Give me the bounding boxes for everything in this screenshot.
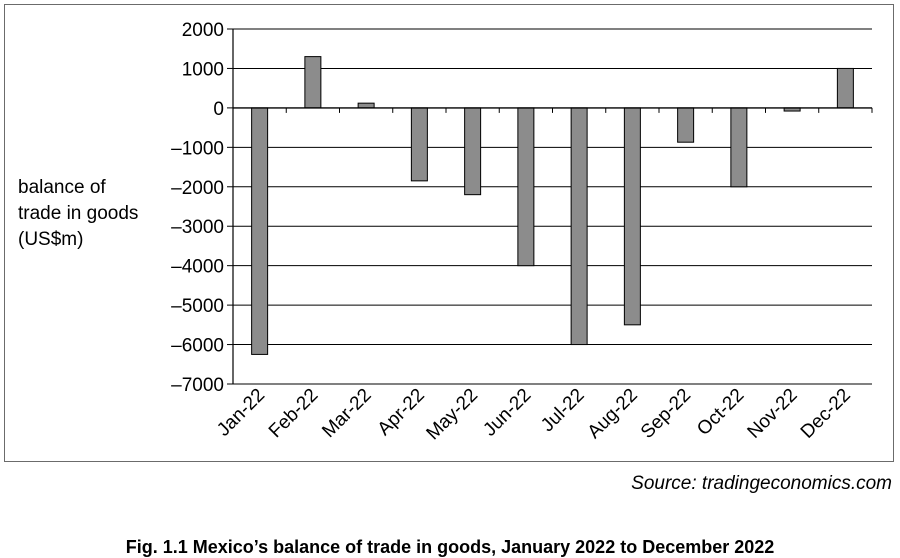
source-note: Source: tradingeconomics.com [631,473,892,494]
y-tick-label: –6000 [171,336,224,357]
y-tick-label: 1000 [182,59,224,80]
bar [410,107,428,182]
bar [357,102,375,109]
axes [227,28,873,385]
bar [730,107,748,188]
x-tick-label: Oct-22 [693,385,748,440]
bar [623,107,641,326]
bar [304,56,322,109]
x-tick-label: Sep-22 [637,385,695,443]
bar [464,107,482,196]
y-axis-label-line: trade in goods [18,203,139,224]
bar [251,107,269,355]
y-tick-label: –7000 [171,375,224,396]
bar [517,107,535,267]
bar [570,107,588,346]
gridlines [233,28,872,385]
bar [836,67,854,109]
y-tick-label: 0 [213,99,224,120]
x-tick-label: May-22 [423,385,483,445]
y-tick-label: –2000 [171,178,224,199]
y-tick-label: 2000 [182,20,224,41]
y-tick-label: –1000 [171,138,224,159]
x-tick-label: Dec-22 [797,385,855,443]
y-axis-label-line: (US$m) [18,229,84,250]
x-tick-label: Jul-22 [537,385,588,436]
y-axis-label-line: balance of [18,177,106,198]
y-axis-label: balance of trade in goods (US$m) [18,175,138,253]
bar [677,107,695,143]
bar-chart: 2000 1000 0 –1000 –2000 –3000 –4000 –5000 –6000 –… [171,20,873,445]
x-tick-label: Feb-22 [265,385,322,442]
x-tick-label: Apr-22 [374,385,429,440]
y-tick-label: –3000 [171,217,224,238]
bars [251,56,854,355]
x-tick-label: Mar-22 [318,385,375,442]
y-tick-labels: 2000 1000 0 –1000 –2000 –3000 –4000 –5000 –6000 –… [171,20,224,396]
x-tick-label: Jun-22 [479,385,535,441]
chart-frame [4,4,894,462]
x-tick-label: Nov-22 [744,385,802,443]
figure-caption: Fig. 1.1 Mexico’s balance of trade in go… [125,537,775,557]
y-tick-label: –4000 [171,257,224,278]
y-tick-label: –5000 [171,296,224,317]
x-tick-label: Aug-22 [584,385,642,443]
